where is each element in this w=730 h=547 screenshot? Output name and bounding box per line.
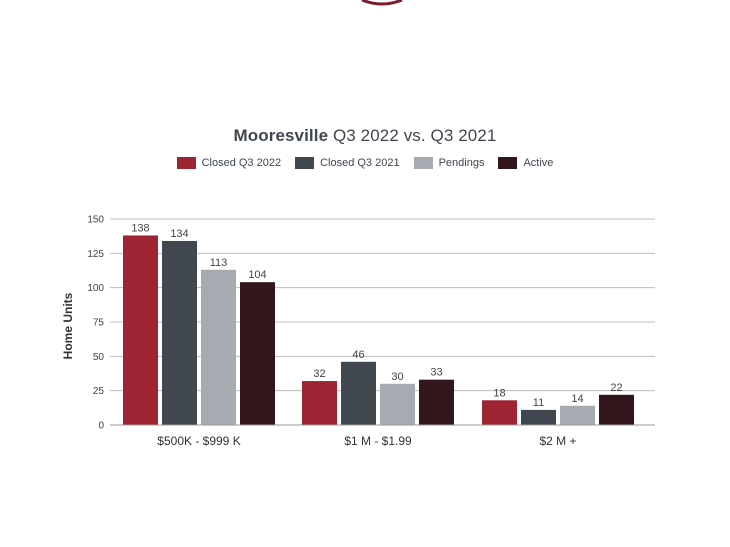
y-tick-label: 75 xyxy=(93,318,105,329)
legend-label: Active xyxy=(523,157,554,169)
legend-swatch xyxy=(413,157,433,169)
legend-swatch xyxy=(295,157,315,169)
legend-label: Closed Q3 2021 xyxy=(320,157,400,169)
data-label: 46 xyxy=(352,349,364,361)
x-category-label: $500K - $999 K xyxy=(157,434,240,448)
legend-swatch xyxy=(498,157,518,169)
y-tick-label: 100 xyxy=(87,283,104,294)
legend-label: Closed Q3 2022 xyxy=(201,157,282,169)
data-label: 113 xyxy=(210,257,228,269)
data-label: 32 xyxy=(313,368,325,380)
bar xyxy=(201,269,236,425)
data-label: 138 xyxy=(131,222,149,234)
data-label: 134 xyxy=(170,228,188,240)
data-label: 33 xyxy=(430,367,442,379)
data-label: 104 xyxy=(248,269,266,281)
chart-legend: Closed Q3 2022 Closed Q3 2021 Pendings Acti… xyxy=(0,157,730,169)
bar xyxy=(482,400,517,425)
y-axis-title: Home Units xyxy=(61,292,75,359)
legend-item: Pendings xyxy=(413,157,485,169)
legend-item: Closed Q3 2022 xyxy=(176,157,282,169)
y-tick-label: 125 xyxy=(87,249,104,260)
data-label: 18 xyxy=(493,387,505,399)
y-tick-label: 25 xyxy=(93,386,105,397)
bar xyxy=(162,240,197,425)
chart-title-rest: Q3 2022 vs. Q3 2021 xyxy=(328,126,497,145)
bar xyxy=(380,383,415,425)
data-label: 22 xyxy=(610,382,622,394)
bar xyxy=(599,394,634,425)
x-category-label: $1 M - $1.99 xyxy=(344,434,412,448)
chart-title: Mooresville Q3 2022 vs. Q3 2021 xyxy=(0,126,730,146)
chart-title-bold: Mooresville xyxy=(233,126,329,145)
bar xyxy=(240,282,275,425)
legend-item: Active xyxy=(498,157,553,169)
data-label: 30 xyxy=(391,371,403,383)
bar xyxy=(341,361,376,425)
bar xyxy=(302,381,337,425)
bar xyxy=(419,379,454,425)
bar xyxy=(521,409,556,425)
y-tick-label: 0 xyxy=(98,421,104,432)
data-label: 14 xyxy=(571,393,583,405)
logo-fragment xyxy=(361,0,403,6)
legend-item: Closed Q3 2021 xyxy=(295,157,400,169)
data-label: 11 xyxy=(533,397,544,409)
y-tick-label: 50 xyxy=(93,352,105,363)
bar xyxy=(560,405,595,425)
legend-label: Pendings xyxy=(438,157,485,169)
y-tick-label: 150 xyxy=(87,215,104,226)
x-category-label: $2 M + xyxy=(539,434,576,448)
bar xyxy=(123,235,158,425)
legend-swatch xyxy=(176,157,196,169)
